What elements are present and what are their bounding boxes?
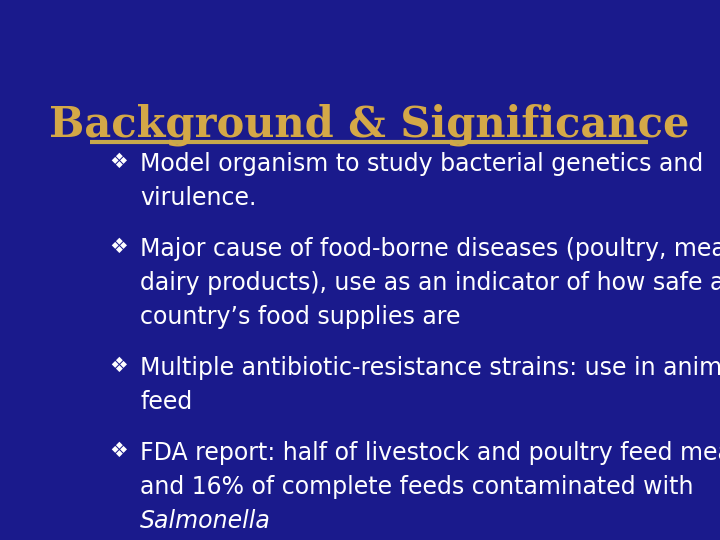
Text: ❖: ❖ xyxy=(109,237,128,257)
Text: Multiple antibiotic-resistance strains: use in animal: Multiple antibiotic-resistance strains: … xyxy=(140,356,720,380)
Text: and 16% of complete feeds contaminated with: and 16% of complete feeds contaminated w… xyxy=(140,475,694,499)
Text: feed: feed xyxy=(140,390,192,414)
Text: Model organism to study bacterial genetics and: Model organism to study bacterial geneti… xyxy=(140,152,703,176)
Text: country’s food supplies are: country’s food supplies are xyxy=(140,305,461,329)
Text: FDA report: half of livestock and poultry feed meals: FDA report: half of livestock and poultr… xyxy=(140,441,720,465)
Text: ❖: ❖ xyxy=(109,441,128,461)
Text: Salmonella: Salmonella xyxy=(140,509,271,533)
Text: dairy products), use as an indicator of how safe a: dairy products), use as an indicator of … xyxy=(140,271,720,295)
Text: ❖: ❖ xyxy=(109,356,128,376)
Text: Major cause of food-borne diseases (poultry, meat,: Major cause of food-borne diseases (poul… xyxy=(140,237,720,261)
Text: virulence.: virulence. xyxy=(140,186,256,210)
Text: Background & Significance: Background & Significance xyxy=(49,103,689,146)
Text: ❖: ❖ xyxy=(109,152,128,172)
